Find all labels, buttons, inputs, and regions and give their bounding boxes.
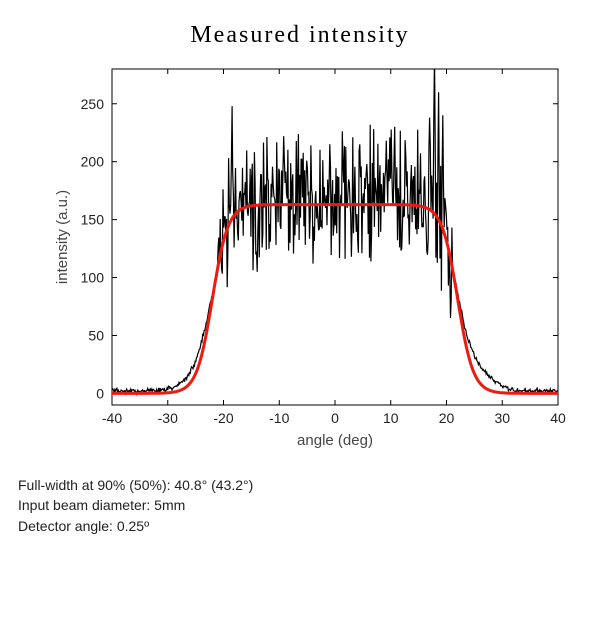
- svg-text:-40: -40: [102, 410, 122, 426]
- svg-text:50: 50: [88, 327, 104, 343]
- svg-text:20: 20: [439, 410, 455, 426]
- svg-text:-20: -20: [213, 410, 233, 426]
- svg-text:0: 0: [331, 410, 339, 426]
- fit-series: [112, 205, 558, 394]
- svg-text:angle (deg): angle (deg): [297, 432, 373, 449]
- svg-text:150: 150: [81, 212, 105, 228]
- svg-text:100: 100: [81, 270, 105, 286]
- svg-text:-30: -30: [158, 410, 178, 426]
- svg-text:30: 30: [494, 410, 510, 426]
- svg-text:intensity (a.u.): intensity (a.u.): [54, 190, 71, 284]
- chart-svg: -40 -30 -20 -10 0 10 20 30 40 0 50 100 150 200 250 angl…: [50, 57, 570, 457]
- svg-text:-10: -10: [269, 410, 289, 426]
- chart-title: Measured intensity: [0, 22, 600, 49]
- caption-block: Full-width at 90% (50%): 40.8° (43.2°) I…: [18, 475, 600, 536]
- measured-series: [112, 57, 558, 394]
- svg-text:0: 0: [96, 385, 104, 401]
- svg-text:200: 200: [81, 154, 105, 170]
- svg-text:40: 40: [550, 410, 566, 426]
- caption-line-2: Input beam diameter: 5mm: [18, 495, 600, 515]
- chart-area: -40 -30 -20 -10 0 10 20 30 40 0 50 100 150 200 250 angl…: [50, 57, 570, 457]
- svg-text:250: 250: [81, 96, 105, 112]
- svg-text:10: 10: [383, 410, 399, 426]
- caption-line-3: Detector angle: 0.25º: [18, 516, 600, 536]
- caption-line-1: Full-width at 90% (50%): 40.8° (43.2°): [18, 475, 600, 495]
